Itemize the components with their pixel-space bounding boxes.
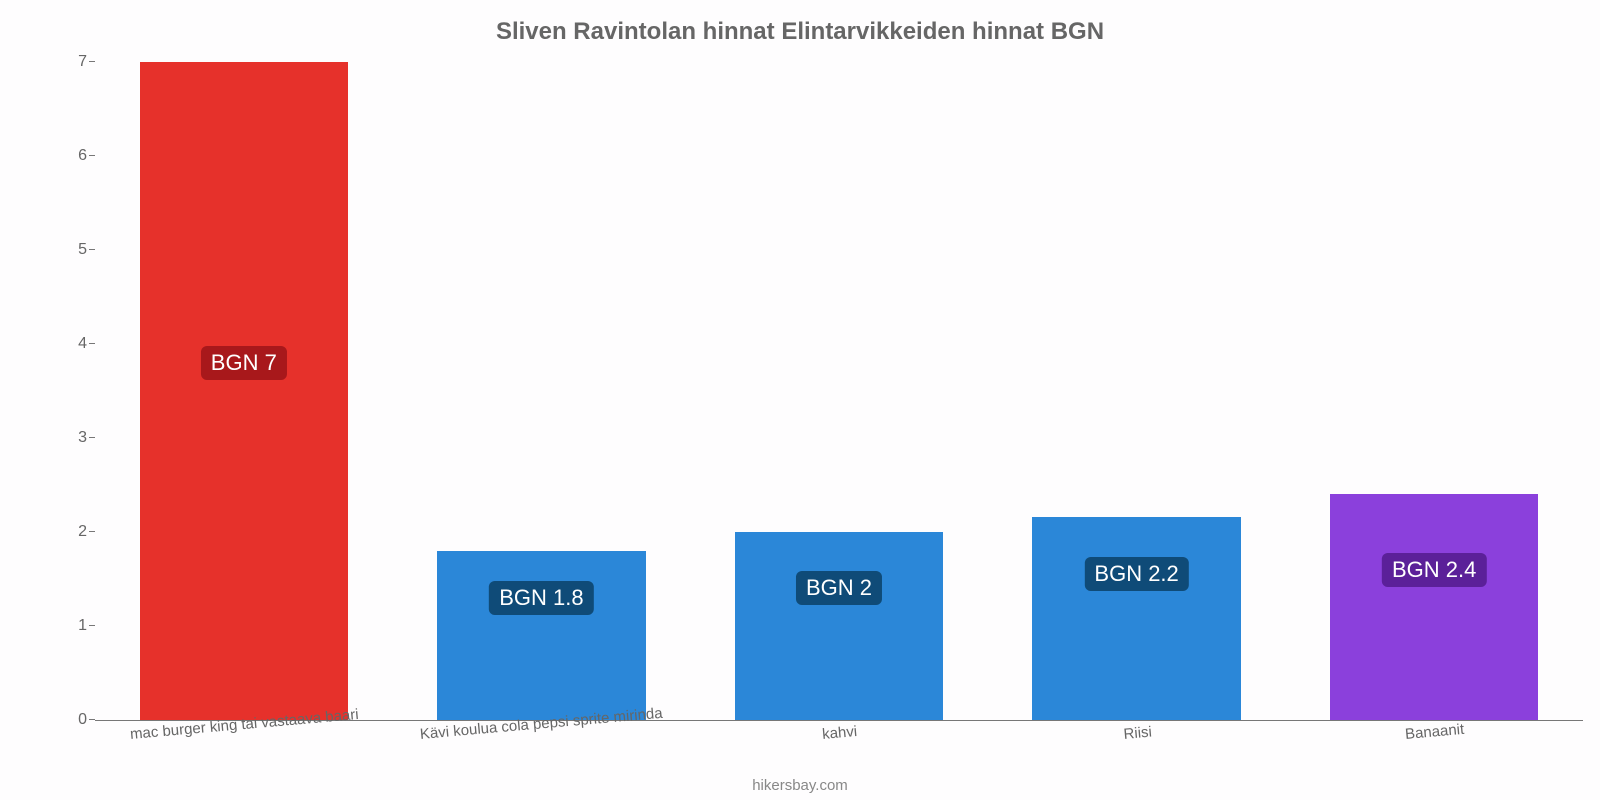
bar-value-label: BGN 2.2: [1084, 557, 1188, 591]
y-tick-mark: [89, 249, 95, 250]
chart-attribution: hikersbay.com: [0, 777, 1600, 794]
x-category-label: kahvi: [821, 723, 857, 743]
y-tick-mark: [89, 625, 95, 626]
y-tick-mark: [89, 437, 95, 438]
y-tick-mark: [89, 61, 95, 62]
y-tick-mark: [89, 719, 95, 720]
y-tick-mark: [89, 531, 95, 532]
y-tick-label: 2: [78, 523, 95, 541]
y-tick-label: 0: [78, 711, 95, 729]
x-category-label: Riisi: [1122, 724, 1152, 743]
y-tick-mark: [89, 343, 95, 344]
y-tick-label: 1: [78, 617, 95, 635]
y-tick-label: 4: [78, 335, 95, 353]
bar-value-label: BGN 1.8: [489, 581, 593, 615]
y-tick-label: 6: [78, 147, 95, 165]
plot-area: 01234567BGN 7mac burger king tai vastaav…: [95, 62, 1583, 721]
y-tick-label: 3: [78, 429, 95, 447]
bar-value-label: BGN 7: [201, 346, 287, 380]
y-tick-label: 7: [78, 53, 95, 71]
bar-value-label: BGN 2: [796, 571, 882, 605]
bar: [735, 532, 943, 720]
bar: [1032, 517, 1240, 720]
y-tick-label: 5: [78, 241, 95, 259]
bar-value-label: BGN 2.4: [1382, 553, 1486, 587]
bar: [1330, 494, 1538, 720]
chart-title: Sliven Ravintolan hinnat Elintarvikkeide…: [0, 18, 1600, 46]
price-bar-chart: Sliven Ravintolan hinnat Elintarvikkeide…: [0, 0, 1600, 800]
x-category-label: Banaanit: [1405, 721, 1465, 743]
y-tick-mark: [89, 155, 95, 156]
bar: [140, 62, 348, 720]
bar: [437, 551, 645, 720]
